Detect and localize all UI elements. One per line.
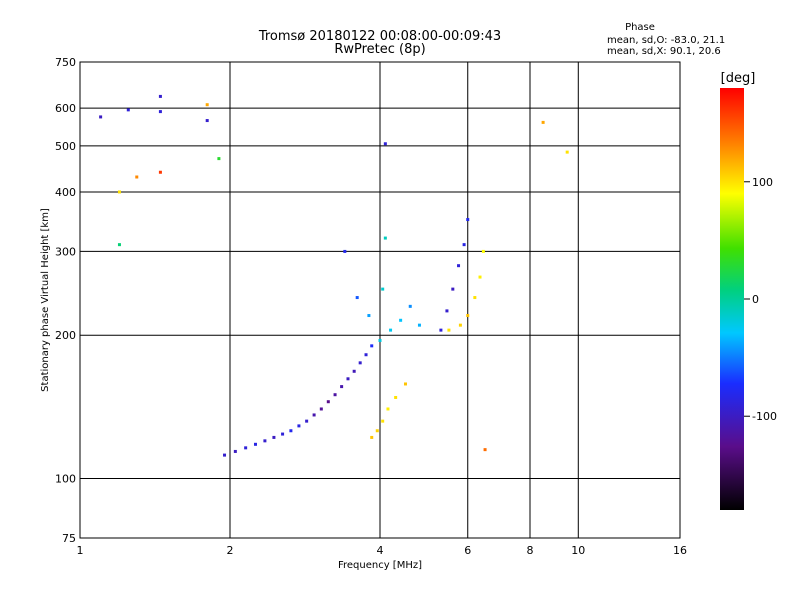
data-point [481, 249, 485, 253]
data-point [399, 318, 403, 322]
data-point [447, 328, 451, 332]
data-point [457, 264, 461, 268]
data-points [99, 94, 569, 457]
data-point [205, 119, 209, 123]
data-point [478, 275, 482, 279]
data-point [383, 142, 387, 146]
y-tick-label: 100 [55, 473, 76, 486]
stats-block: Phase mean, sd,O: -83.0, 21.1 mean, sd,X… [607, 22, 725, 57]
data-point [117, 190, 121, 194]
data-point [408, 304, 412, 308]
y-tick-label: 600 [55, 102, 76, 115]
y-tick-label: 500 [55, 140, 76, 153]
data-point [439, 328, 443, 332]
x-tick-label: 2 [227, 544, 234, 557]
data-point [346, 377, 350, 381]
data-point [358, 361, 362, 365]
data-point [381, 419, 385, 423]
data-point [297, 424, 301, 428]
data-point [289, 429, 293, 433]
colorbar-tick-label: 0 [752, 293, 759, 306]
x-tick-label: 6 [464, 544, 471, 557]
data-point [389, 328, 393, 332]
data-point [281, 432, 285, 436]
stats-x: mean, sd,X: 90.1, 20.6 [607, 46, 721, 57]
chart-subtitle: RwPretec (8p) [334, 42, 425, 57]
y-tick-label: 200 [55, 329, 76, 342]
data-point [319, 407, 323, 411]
data-point [403, 382, 407, 386]
data-point [383, 236, 387, 240]
data-point [473, 296, 477, 300]
data-point [312, 413, 316, 417]
data-point [394, 395, 398, 399]
data-point [370, 344, 374, 348]
data-point [233, 449, 237, 453]
data-point [244, 446, 248, 450]
data-point [378, 338, 382, 342]
data-point [272, 435, 276, 439]
data-point [135, 175, 139, 179]
y-tick-label: 400 [55, 186, 76, 199]
data-point [466, 314, 470, 318]
y-tick-label: 75 [62, 532, 76, 545]
data-point [333, 393, 337, 397]
colorbar-gradient [720, 88, 744, 510]
data-point [126, 108, 130, 112]
x-tick-label: 4 [377, 544, 384, 557]
y-axis-label: Stationary phase Virtual Height [km] [40, 208, 51, 392]
data-point [340, 385, 344, 389]
data-point [364, 353, 368, 357]
data-point [367, 314, 371, 318]
data-point [253, 442, 257, 446]
x-axis-label: Frequency [MHz] [338, 560, 422, 571]
data-point [223, 453, 227, 457]
data-point [466, 218, 470, 222]
data-point [263, 439, 267, 443]
data-point [386, 407, 390, 411]
data-point [305, 419, 309, 423]
x-tick-label: 1 [77, 544, 84, 557]
data-point [381, 287, 385, 291]
colorbar: [deg] 100 0 -100 [720, 71, 777, 510]
data-point [343, 249, 347, 253]
grid-lines [80, 62, 680, 538]
data-point [458, 323, 462, 327]
data-point [445, 309, 449, 313]
colorbar-tick-label: 100 [752, 176, 773, 189]
data-point [158, 94, 162, 98]
data-point [462, 243, 466, 247]
x-tick-labels: 1 2 4 6 8 10 16 [77, 544, 688, 557]
colorbar-tick-label: -100 [752, 410, 777, 423]
data-point [205, 103, 209, 107]
data-point [370, 435, 374, 439]
stats-o: mean, sd,O: -83.0, 21.1 [607, 35, 725, 46]
x-tick-label: 8 [527, 544, 534, 557]
colorbar-ticks: 100 0 -100 [744, 176, 777, 423]
data-point [117, 243, 121, 247]
data-point [375, 429, 379, 433]
y-tick-label: 750 [55, 56, 76, 69]
x-tick-label: 16 [673, 544, 687, 557]
data-point [541, 120, 545, 124]
x-tick-label: 10 [571, 544, 585, 557]
data-point [483, 448, 487, 452]
y-tick-label: 300 [55, 245, 76, 258]
data-point [565, 150, 569, 154]
y-tick-labels: 75 100 200 300 400 500 600 750 [55, 56, 76, 545]
data-point [217, 157, 221, 161]
data-point [451, 287, 455, 291]
chart-title: Tromsø 20180122 00:08:00-00:09:43 [258, 29, 501, 44]
colorbar-label: [deg] [721, 71, 756, 86]
data-point [352, 369, 356, 373]
data-point [355, 296, 359, 300]
data-point [417, 323, 421, 327]
stats-heading: Phase [625, 22, 655, 33]
data-point [99, 115, 103, 119]
data-point [326, 400, 330, 404]
data-point [158, 110, 162, 114]
data-point [158, 170, 162, 174]
